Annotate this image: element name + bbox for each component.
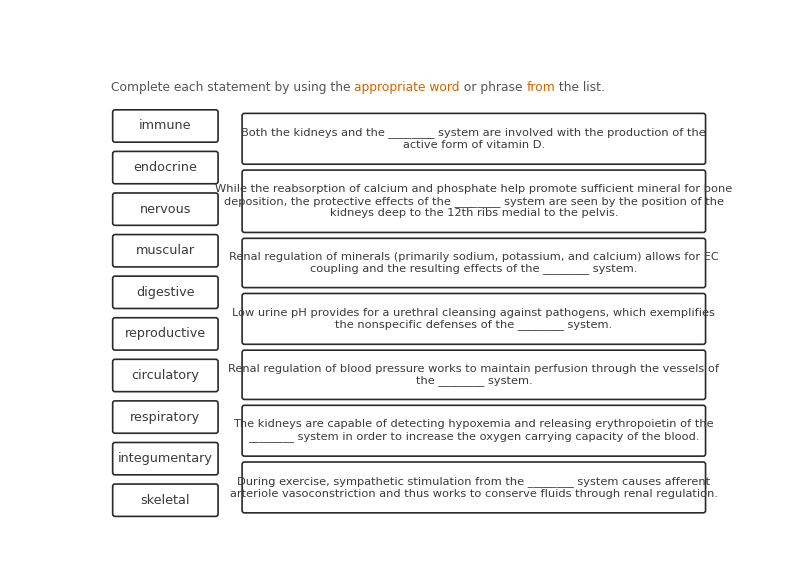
FancyBboxPatch shape — [113, 359, 218, 392]
Text: respiratory: respiratory — [131, 410, 201, 423]
Text: integumentary: integumentary — [118, 452, 213, 465]
FancyBboxPatch shape — [113, 318, 218, 350]
Text: reproductive: reproductive — [125, 328, 206, 340]
FancyBboxPatch shape — [113, 151, 218, 183]
Text: Renal regulation of blood pressure works to maintain perfusion through the vesse: Renal regulation of blood pressure works… — [228, 363, 720, 386]
Text: muscular: muscular — [136, 244, 195, 257]
Text: While the reabsorption of calcium and phosphate help promote sufficient mineral : While the reabsorption of calcium and ph… — [215, 184, 732, 218]
FancyBboxPatch shape — [242, 405, 705, 456]
FancyBboxPatch shape — [113, 193, 218, 225]
FancyBboxPatch shape — [242, 462, 705, 513]
FancyBboxPatch shape — [113, 484, 218, 516]
Text: Both the kidneys and the ________ system are involved with the production of the: Both the kidneys and the ________ system… — [241, 128, 706, 150]
FancyBboxPatch shape — [113, 235, 218, 267]
FancyBboxPatch shape — [113, 110, 218, 142]
Text: Renal regulation of minerals (primarily sodium, potassium, and calcium) allows f: Renal regulation of minerals (primarily … — [229, 252, 719, 274]
Text: Complete each statement by using the: Complete each statement by using the — [111, 81, 354, 94]
Text: the list.: the list. — [555, 81, 605, 94]
Text: endocrine: endocrine — [134, 161, 197, 174]
Text: skeletal: skeletal — [141, 494, 190, 507]
Text: nervous: nervous — [139, 203, 191, 216]
Text: from: from — [526, 81, 555, 94]
FancyBboxPatch shape — [242, 170, 705, 232]
Text: immune: immune — [139, 119, 192, 132]
FancyBboxPatch shape — [242, 113, 705, 164]
FancyBboxPatch shape — [113, 401, 218, 433]
FancyBboxPatch shape — [242, 350, 705, 399]
Text: or phrase: or phrase — [460, 81, 526, 94]
FancyBboxPatch shape — [242, 238, 705, 288]
FancyBboxPatch shape — [113, 276, 218, 309]
Text: circulatory: circulatory — [131, 369, 199, 382]
Text: Low urine pH provides for a urethral cleansing against pathogens, which exemplif: Low urine pH provides for a urethral cle… — [232, 308, 716, 330]
FancyBboxPatch shape — [113, 442, 218, 475]
Text: appropriate word: appropriate word — [354, 81, 460, 94]
Text: During exercise, sympathetic stimulation from the ________ system causes afferen: During exercise, sympathetic stimulation… — [230, 476, 718, 499]
FancyBboxPatch shape — [242, 293, 705, 345]
Text: The kidneys are capable of detecting hypoxemia and releasing erythropoietin of t: The kidneys are capable of detecting hyp… — [233, 419, 714, 442]
Text: digestive: digestive — [136, 286, 195, 299]
